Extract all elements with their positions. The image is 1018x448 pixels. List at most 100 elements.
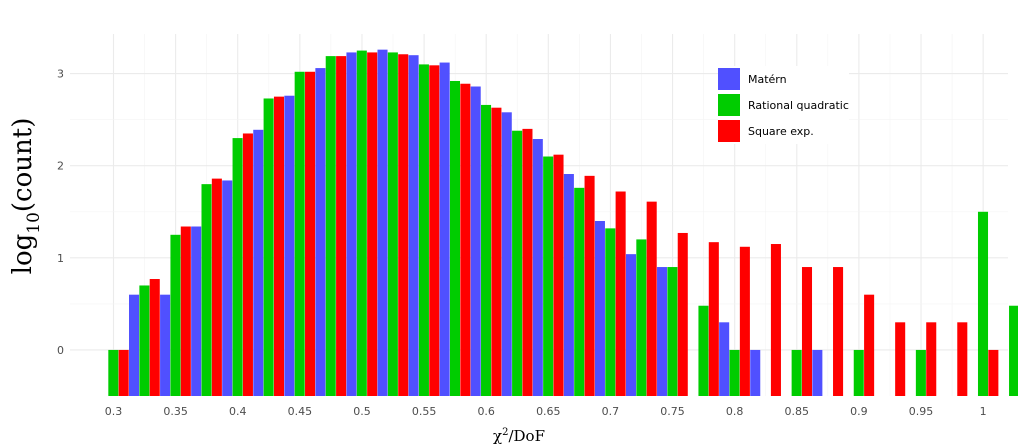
bar-matern [657, 267, 668, 396]
y-tick-label: 2 [57, 160, 64, 173]
bar-square [367, 52, 378, 397]
bar-rational [667, 267, 678, 396]
legend-item-square: Square exp. [718, 118, 849, 144]
bar-square [864, 294, 875, 396]
bar-square [770, 244, 781, 396]
bar-rational [915, 349, 926, 396]
bar-square [801, 267, 813, 396]
bar-rational [1009, 305, 1018, 396]
bar-matern [719, 322, 730, 396]
bar-rational [294, 71, 305, 397]
bar-rational [574, 187, 585, 396]
x-tick-label: 0.3 [105, 405, 123, 418]
legend-item-rational: Rational quadratic [718, 92, 849, 118]
bar-rational [977, 211, 989, 396]
x-tick-label: 0.65 [536, 405, 561, 418]
x-tick-label: 0.8 [726, 405, 744, 418]
bar-rational [263, 98, 274, 396]
x-tick-label: 0.6 [477, 405, 495, 418]
bar-square [988, 349, 999, 396]
bar-rational [449, 80, 461, 396]
bar-rational [418, 64, 429, 397]
bar-matern [812, 349, 823, 396]
bar-rational [201, 184, 212, 396]
bar-square [739, 246, 750, 396]
bar-rational [636, 239, 647, 396]
bar-square [398, 54, 409, 396]
legend-swatch-matern [718, 68, 740, 90]
bar-square [336, 56, 347, 397]
bar-square [305, 71, 316, 397]
bar-rational [170, 234, 181, 396]
bar-matern [439, 62, 450, 397]
bar-matern [563, 174, 574, 396]
bar-rational [232, 138, 243, 396]
bar-square [615, 191, 626, 396]
bar-square [957, 322, 968, 396]
bar-square [149, 279, 160, 396]
bar-matern [346, 52, 357, 397]
legend-label: Square exp. [748, 124, 814, 138]
legend: Matérn Rational quadratic Square exp. [718, 66, 849, 144]
bar-square [708, 242, 719, 396]
bar-matern [253, 129, 264, 397]
bar-rational [387, 52, 398, 397]
bar-square [833, 267, 844, 396]
x-tick-label: 0.35 [163, 405, 188, 418]
x-tick-label: 0.5 [353, 405, 371, 418]
bar-matern [315, 68, 326, 396]
x-tick-label: 0.9 [850, 405, 868, 418]
x-tick-label: 1 [980, 405, 987, 418]
bar-matern [750, 349, 761, 396]
x-tick-label: 0.45 [288, 405, 313, 418]
bar-rational [543, 156, 554, 396]
bar-square [491, 107, 502, 396]
bar-rational [512, 130, 523, 396]
bar-square [211, 178, 222, 396]
bar-square [584, 175, 595, 396]
legend-swatch-square [718, 120, 740, 142]
bar-square [677, 232, 688, 396]
bar-square [895, 322, 906, 396]
bar-rational [853, 349, 864, 396]
bar-square [460, 83, 471, 397]
bar-square [646, 201, 657, 396]
x-tick-label: 0.7 [602, 405, 620, 418]
bar-matern [501, 112, 512, 397]
bar-rational [356, 50, 367, 396]
bar-square [926, 322, 937, 396]
x-tick-label: 0.95 [909, 405, 934, 418]
bar-matern [160, 294, 171, 396]
x-tick-label: 0.75 [660, 405, 685, 418]
bar-square [522, 128, 533, 396]
bar-square [180, 226, 191, 396]
x-axis-title: χ2/DoF [493, 427, 545, 445]
legend-label: Matérn [748, 72, 787, 86]
bar-rational [605, 228, 616, 396]
bar-matern [377, 49, 388, 396]
legend-swatch-rational [718, 94, 740, 116]
bar-rational [729, 349, 740, 396]
bar-matern [191, 226, 202, 396]
bar-rational [108, 349, 119, 396]
y-axis-title: log10(count) [8, 118, 44, 275]
legend-label: Rational quadratic [748, 98, 849, 112]
x-tick-label: 0.55 [412, 405, 437, 418]
x-axis-ticks: 0.3 0.35 0.4 0.45 0.5 0.55 0.6 0.65 0.7 0.75 0.8 0.… [105, 405, 987, 418]
legend-item-matern: Matérn [718, 66, 849, 92]
bar-square [242, 133, 253, 397]
bar-matern [625, 254, 637, 396]
bar-matern [532, 139, 543, 396]
bar-square [553, 154, 564, 396]
y-axis-ticks: 0 1 2 3 [57, 68, 64, 357]
x-tick-label: 0.4 [229, 405, 247, 418]
bar-rational [698, 305, 709, 396]
x-tick-label: 0.85 [785, 405, 810, 418]
bar-rational [791, 349, 802, 396]
bar-matern [408, 55, 419, 396]
y-tick-label: 0 [57, 344, 64, 357]
bar-rational [481, 104, 492, 397]
bar-matern [470, 86, 481, 396]
bars [108, 49, 1018, 397]
